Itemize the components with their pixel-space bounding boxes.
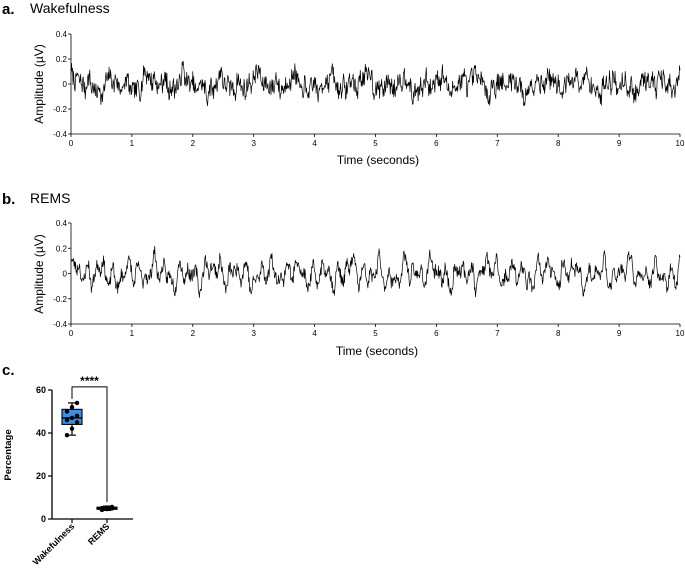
x-tick-label: 8 [556,139,561,148]
y-tick-label: 20 [36,471,46,481]
data-point [69,426,75,431]
eeg-trace-line [70,60,681,107]
panel-c-plot: 0 20 40 60 Wakefulness REMS **** [31,374,133,567]
x-tick-label: 2 [191,329,196,338]
panel-a-letter: a. [2,1,15,18]
data-point [64,417,70,423]
data-point [74,400,80,406]
x-tick-label: 0 [69,139,74,148]
y-tick-label: -0.4 [53,130,67,139]
x-tick-label: 10 [676,139,685,148]
panel-c-y-axis-title: Percentage [3,429,14,480]
x-tick-label: 1 [130,139,135,148]
panel-a-title: Wakefulness [30,0,110,16]
data-point [69,405,75,410]
y-tick-label: 0 [63,80,68,89]
y-tick-label: 0.4 [56,30,68,39]
x-tick-label: 6 [434,139,439,148]
data-point [109,504,115,510]
data-point [64,432,70,438]
panel-b-title: REMS [30,190,70,206]
panel-b-plot: 0.40.20-0.2-0.40 1 2 3 4 5 6 7 8 9 10 [53,219,685,338]
y-tick-label: 0.2 [56,55,68,64]
x-tick-label: 4 [312,139,317,148]
data-point [74,420,80,425]
x-tick-label: 10 [676,329,685,338]
data-point [99,505,105,511]
significance-label: **** [80,374,99,388]
panel-c: c. 0 20 40 60 Wakefulness REMS **** Percentage [2,362,133,567]
x-tick-label: 9 [617,329,622,338]
panel-a-x-axis-title: Time (seconds) [337,153,419,167]
panel-c-letter: c. [2,362,15,379]
data-point [69,415,75,421]
panel-a-y-axis-title: Amplitude (µV) [32,44,46,124]
x-tick-label: 2 [191,139,196,148]
x-tick-label: 7 [495,139,500,148]
y-tick-label: 0.2 [56,244,68,253]
y-tick-label: -0.4 [53,320,67,329]
panel-a: a. Wakefulness 0.40.20-0.2-0.40 1 2 3 4 5 6 7 8 9… [2,0,685,167]
x-tick-label: 5 [373,139,378,148]
x-tick-label: 8 [556,329,561,338]
data-point [64,409,70,414]
x-tick-label: 3 [251,139,256,148]
y-tick-label: 0 [41,514,46,524]
y-tick-label: 0 [63,270,68,279]
panel-b-letter: b. [2,191,15,208]
data-point [74,413,80,418]
x-tick-label: 7 [495,329,500,338]
y-tick-label: 40 [36,428,46,438]
x-tick-label: 5 [373,329,378,338]
x-tick-label: Wakefulness [31,521,77,567]
panel-b-y-axis-title: Amplitude (µV) [32,234,46,314]
panel-b: b. REMS 0.40.20-0.2-0.40 1 2 3 4 5 6 7 8 9 10 Time… [2,190,685,358]
panel-a-plot: 0.40.20-0.2-0.40 1 2 3 4 5 6 7 8 9 10 [53,30,685,148]
data-point [104,505,110,510]
y-tick-label: -0.2 [53,295,67,304]
x-tick-label: 1 [130,329,135,338]
x-tick-label: 4 [312,329,317,338]
x-tick-label: 9 [617,139,622,148]
x-tick-label: 0 [69,329,74,338]
y-tick-label: -0.2 [53,105,67,114]
x-tick-label: 6 [434,329,439,338]
y-tick-label: 60 [36,385,46,395]
significance-bracket [71,386,108,503]
x-tick-label: REMS [86,521,111,546]
x-tick-label: 3 [251,329,256,338]
y-tick-label: 0.4 [56,219,68,228]
panel-b-x-axis-title: Time (seconds) [336,344,418,358]
eeg-trace-line [70,245,681,298]
